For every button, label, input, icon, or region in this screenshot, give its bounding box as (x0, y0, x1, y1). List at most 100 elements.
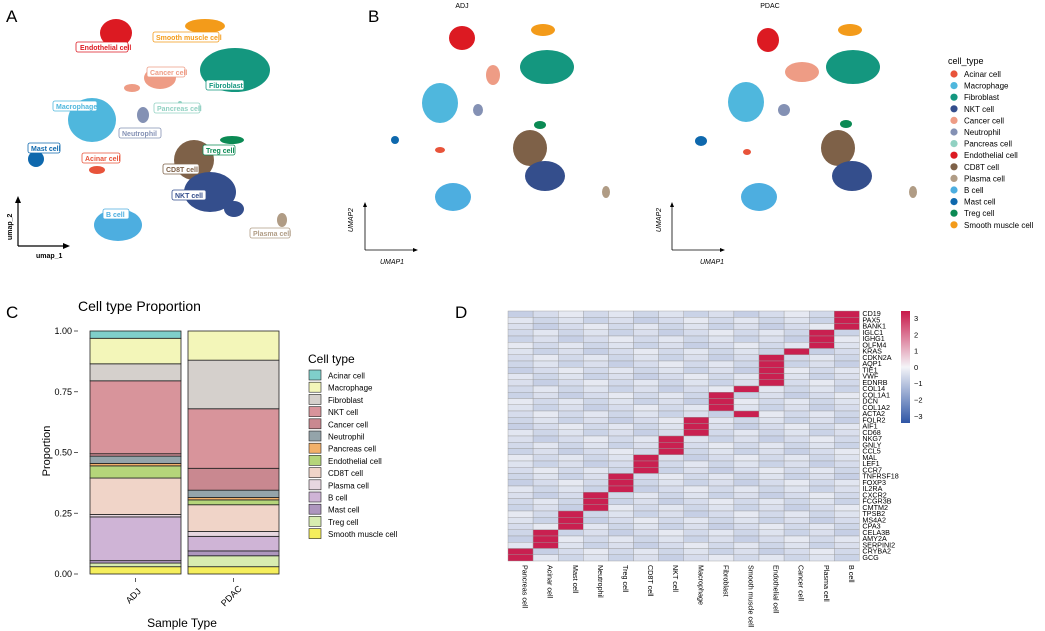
heatmap-cell (708, 479, 735, 487)
heatmap-cell (633, 523, 659, 530)
heatmap-cell (733, 392, 760, 399)
heatmap-cell (683, 460, 710, 468)
heatmap-cell (758, 504, 785, 512)
heatmap-cell (633, 417, 659, 424)
heatmap-cell (708, 529, 735, 537)
heatmap-cell (834, 323, 860, 330)
heatmap-cell (658, 510, 684, 518)
heatmap-cell (558, 473, 584, 480)
heatmap-cell (809, 548, 835, 555)
heatmap-row-label: AMY2A (862, 534, 887, 543)
heatmap-cell (809, 485, 835, 493)
heatmap-cell (532, 310, 559, 318)
heatmap-cell (683, 404, 710, 412)
heatmap-cell (834, 485, 860, 493)
label-pancreas: Pancreas cell (157, 106, 202, 113)
bar-segment (89, 465, 182, 479)
heatmap-cell (708, 310, 735, 318)
heatmap-cell (758, 323, 785, 330)
cluster-endothelial (100, 19, 132, 47)
heatmap-col-label: Neutrophil (596, 565, 605, 598)
heatmap-cell (633, 379, 659, 387)
heatmap-cell (783, 479, 810, 487)
heatmap-cell (532, 454, 559, 462)
heatmap-cell (608, 467, 634, 474)
heatmap-cell (633, 467, 659, 474)
heatmap-cell (708, 392, 735, 399)
heatmap-cell (733, 460, 760, 468)
heatmap-cell (583, 367, 609, 374)
heatmap-cell (658, 485, 684, 493)
umap-b-adj-clusters (391, 24, 610, 211)
heatmap-cell (658, 473, 684, 480)
heatmap-cell (683, 548, 710, 555)
heatmap-cell (683, 504, 710, 512)
heatmap-cell (708, 379, 735, 387)
heatmap-cell (633, 473, 659, 480)
heatmap-cell (733, 323, 760, 330)
heatmap-cell (783, 492, 810, 499)
bar-legend-key (308, 455, 322, 466)
heatmap-cell (532, 417, 559, 424)
heatmap-cell (783, 410, 810, 418)
heatmap-cell (532, 385, 559, 393)
bar-legend: Cell type Acinar cell Macrophage Fibroblas… (308, 352, 398, 539)
bar-plot-area: 0.00 0.25 0.50 0.75 1.00 ADJ PDAC (54, 326, 280, 608)
bar-segment (187, 499, 280, 506)
heatmap-cell (608, 510, 634, 518)
umap-legend-key (950, 151, 958, 159)
cluster-mast (28, 151, 44, 167)
heatmap-cell (608, 535, 634, 543)
heatmap-col-label: Fibroblast (721, 565, 730, 597)
heatmap-cell (532, 373, 559, 380)
heatmap-cell (583, 517, 609, 524)
bar-x-tick-label: ADJ (124, 586, 143, 605)
heatmap-cell (834, 417, 860, 424)
heatmap-cell (758, 404, 785, 412)
cluster-acinar (89, 166, 105, 174)
heatmap-cell (558, 485, 584, 493)
heatmap-cell (708, 323, 735, 330)
heatmap-cell (683, 423, 710, 430)
heatmap-cell (558, 335, 584, 343)
bar-legend-label: Plasma cell (328, 481, 369, 490)
heatmap-cell (683, 510, 710, 518)
heatmap-cell (809, 473, 835, 480)
bar-segment (187, 555, 280, 568)
heatmap-row-label: CCL5 (862, 447, 880, 456)
heatmap-cell (683, 392, 710, 399)
heatmap-cell (758, 429, 785, 437)
umap-legend-label: Acinar cell (964, 70, 1001, 79)
heatmap-cell (834, 429, 860, 437)
heatmap-cell (507, 360, 534, 368)
heatmap-cell (507, 442, 534, 449)
heatmap-cell (783, 398, 810, 405)
heatmap-cell (608, 498, 634, 505)
heatmap-colorbar-label: 2 (914, 330, 918, 339)
heatmap-cell (809, 523, 835, 530)
heatmap-cell (758, 485, 785, 493)
heatmap-cell (658, 429, 684, 437)
heatmap-cell (507, 498, 534, 505)
heatmap-cell (658, 410, 684, 418)
heatmap-cell (532, 323, 559, 330)
heatmap-cell (658, 423, 684, 430)
heatmap-cell (834, 442, 860, 449)
bar-segment (89, 363, 182, 382)
heatmap-cell (633, 479, 659, 487)
heatmap-cell (658, 379, 684, 387)
heatmap-cell (708, 535, 735, 543)
heatmap-col-label: Smooth muscle cell (746, 565, 755, 628)
heatmap-cell (733, 504, 760, 512)
umap-legend-key (950, 82, 958, 90)
bar-y-tick-label: 0.00 (54, 569, 72, 579)
heatmap-cell (834, 404, 860, 412)
heatmap-cell (532, 548, 559, 555)
heatmap-cell (633, 310, 659, 318)
heatmap-cell (633, 329, 659, 337)
heatmap-cell (733, 373, 760, 380)
heatmap-cell (733, 542, 760, 549)
heatmap-cell (683, 517, 710, 524)
umap-panel-a: Endothelial cell Smooth muscle cell Canc… (7, 19, 291, 260)
heatmap-cell (532, 479, 559, 487)
